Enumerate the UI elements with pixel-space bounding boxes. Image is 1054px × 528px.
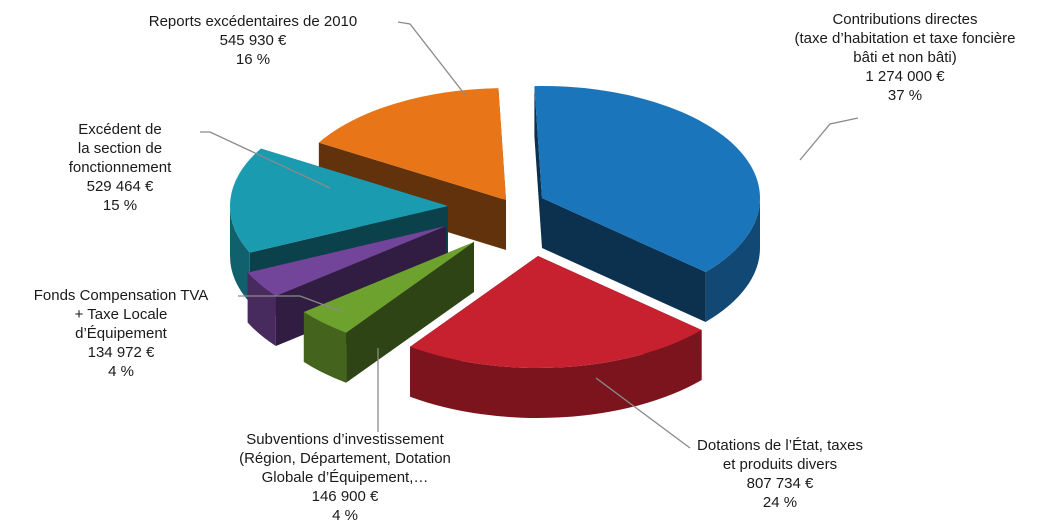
label-excedent-amount: 529 464 € [86, 178, 154, 195]
label-dotations-percent: 24 % [762, 494, 798, 511]
leader-reports [397, 21, 467, 97]
label-contributions-amount: 1 274 000 € [865, 68, 945, 85]
label-fonds-line-0: Fonds Compensation TVA [33, 287, 209, 304]
label-excedent-percent: 15 % [102, 197, 138, 214]
label-dotations-amount: 807 734 € [746, 475, 814, 492]
label-fonds-line-2: d’Équipement [75, 325, 167, 342]
label-contributions-line-2: bâti et non bâti) [853, 49, 957, 66]
label-fonds: Fonds Compensation TVA + Taxe Locale d’É… [8, 286, 234, 381]
slice-dotations [410, 256, 702, 418]
label-subventions-line-1: (Région, Département, Dotation [239, 450, 451, 467]
label-subventions-percent: 4 % [332, 507, 358, 524]
label-contributions-percent: 37 % [887, 87, 923, 104]
label-contributions: Contributions directes (taxe d’habitatio… [760, 10, 1050, 105]
slice-subventions [303, 242, 474, 383]
label-reports-amount: 545 930 € [219, 32, 287, 49]
label-reports-percent: 16 % [235, 51, 271, 68]
label-dotations: Dotations de l’État, taxes et produits d… [660, 436, 900, 512]
leader-fonds [238, 295, 344, 313]
leader-excedent [200, 131, 331, 189]
label-excedent-line-1: la section de [77, 140, 163, 157]
label-reports: Reports excédentaires de 2010 545 930 € … [118, 12, 388, 69]
label-fonds-line-1: + Taxe Locale [74, 306, 168, 323]
label-subventions-line-2: Globale d’Équipement,… [261, 469, 429, 486]
slice-contributions [534, 86, 761, 323]
label-subventions-line-0: Subventions d’investissement [246, 431, 444, 448]
label-subventions: Subventions d’investissement (Région, Dé… [200, 430, 490, 525]
label-dotations-line-0: Dotations de l’État, taxes [697, 437, 863, 454]
label-excedent-line-2: fonctionnement [68, 159, 172, 176]
label-subventions-amount: 146 900 € [311, 488, 379, 505]
leader-contributions [799, 117, 859, 161]
label-fonds-percent: 4 % [108, 363, 134, 380]
label-reports-line-0: Reports excédentaires de 2010 [148, 13, 358, 30]
label-contributions-line-0: Contributions directes [832, 11, 978, 28]
leader-dotations [595, 377, 691, 449]
label-dotations-line-1: et produits divers [722, 456, 838, 473]
label-excedent-line-0: Excédent de [78, 121, 162, 138]
label-contributions-line-1: (taxe d’habitation et taxe foncière [794, 30, 1016, 47]
label-fonds-amount: 134 972 € [87, 344, 155, 361]
label-excedent: Excédent de la section de fonctionnement… [50, 120, 190, 215]
